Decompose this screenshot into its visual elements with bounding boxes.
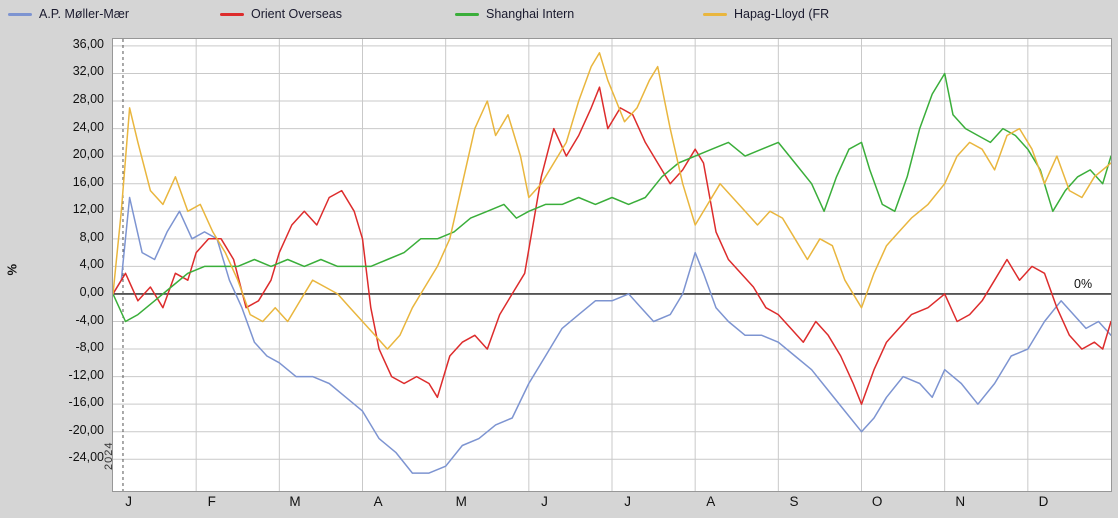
year-start-label: 2024 xyxy=(103,441,115,470)
y-tick-label: 20,00 xyxy=(72,147,104,162)
y-tick-label: 36,00 xyxy=(72,36,104,51)
legend-line-swatch xyxy=(220,12,244,16)
y-tick-label: -8,00 xyxy=(75,340,105,355)
legend-label: Orient Overseas xyxy=(251,7,343,21)
chart-legend: A.P. Møller-Mær Orient Overseas Shanghai I… xyxy=(0,4,1118,26)
x-month-label: M xyxy=(455,494,467,509)
x-month-label: M xyxy=(289,494,301,509)
x-month-label: J xyxy=(624,494,631,509)
legend-item-shanghai-intern[interactable]: Shanghai Intern xyxy=(455,4,574,24)
series-line-shanghai-intern xyxy=(112,72,1112,323)
zero-percent-label: 0% xyxy=(1072,277,1095,291)
legend-label: Hapag-Lloyd (FR xyxy=(734,7,830,21)
y-tick-label: 0,00 xyxy=(79,284,104,299)
y-tick-label: 32,00 xyxy=(72,64,104,79)
y-tick-label: -20,00 xyxy=(68,422,104,437)
y-axis-tick-labels: 36,00 32,00 28,00 24,00 20,00 16,00 12,00 8,00 4… xyxy=(0,0,108,518)
chart-canvas xyxy=(112,39,1112,491)
legend-item-orient-overseas[interactable]: Orient Overseas xyxy=(220,4,342,24)
y-tick-label: 12,00 xyxy=(72,202,104,217)
x-month-label: N xyxy=(955,494,966,509)
series-line-orient-overseas xyxy=(112,86,1112,405)
x-month-label: J xyxy=(541,494,548,509)
x-month-label: A xyxy=(373,494,383,509)
y-tick-label: -4,00 xyxy=(75,312,105,327)
y-tick-label: 24,00 xyxy=(72,119,104,134)
x-month-label: D xyxy=(1038,494,1049,509)
y-tick-label: 8,00 xyxy=(79,229,104,244)
legend-line-swatch xyxy=(455,12,479,16)
y-tick-label: -16,00 xyxy=(68,395,104,410)
plot-area xyxy=(112,38,1112,492)
legend-line-swatch xyxy=(8,12,32,16)
series-line-a-p-m-ller-m-r xyxy=(112,196,1112,474)
x-month-label: F xyxy=(207,494,216,509)
y-tick-label: -12,00 xyxy=(68,367,104,382)
legend-label: Shanghai Intern xyxy=(486,7,575,21)
legend-line-swatch xyxy=(703,12,727,16)
x-month-label: O xyxy=(871,494,883,509)
y-tick-label: -24,00 xyxy=(68,450,104,465)
x-month-label: A xyxy=(706,494,716,509)
y-tick-label: 4,00 xyxy=(79,257,104,272)
x-month-label: S xyxy=(789,494,799,509)
y-tick-label: 28,00 xyxy=(72,92,104,106)
y-tick-label: 16,00 xyxy=(72,174,104,189)
x-month-label: J xyxy=(125,494,132,509)
legend-item-hapag-lloyd-fr[interactable]: Hapag-Lloyd (FR xyxy=(703,4,829,24)
legend-item-a-p-m-ller-m-r[interactable]: A.P. Møller-Mær xyxy=(8,4,129,24)
legend-label: A.P. Møller-Mær xyxy=(39,7,130,21)
series-line-hapag-lloyd-fr xyxy=(112,52,1112,350)
